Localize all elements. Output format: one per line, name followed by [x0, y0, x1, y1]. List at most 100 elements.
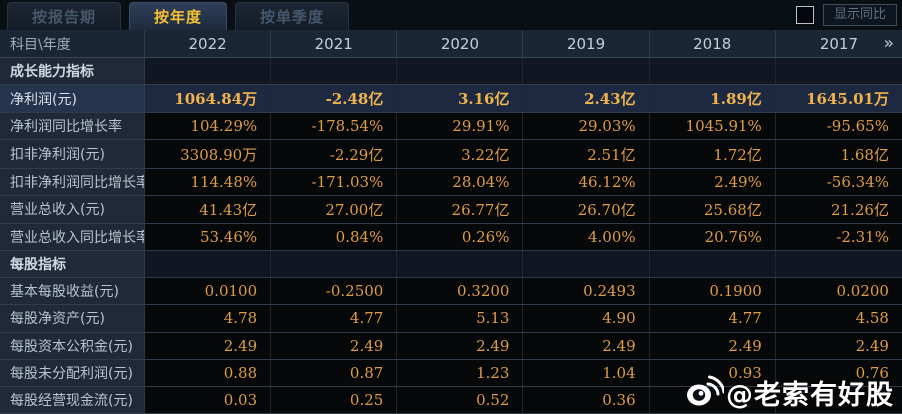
value-cell: 2.49: [397, 332, 524, 359]
value-cell: [775, 251, 902, 278]
value-cell: 0.36: [523, 386, 650, 414]
value-cell: 2.51亿: [523, 140, 650, 168]
value-cell: 27.00亿: [271, 195, 398, 223]
row-label: 每股经营现金流(元): [0, 386, 145, 414]
value-cell: 2.49: [271, 332, 398, 359]
row-label: 扣非净利润(元): [0, 140, 145, 168]
show-yoy-button[interactable]: 显示同比: [822, 4, 897, 26]
value-cell: 29.03%: [523, 113, 650, 140]
row-label: 每股指标: [0, 251, 145, 278]
value-cell: 1.72亿: [649, 140, 776, 168]
table-row: 营业总收入同比增长率 53.46% 0.84% 0.26% 4.00% 20.76% -2.…: [0, 223, 902, 252]
value-cell: 41.43亿: [145, 195, 272, 223]
table-row: 每股资本公积金(元) 2.49 2.49 2.49 2.49 2.49 2.49: [0, 332, 902, 360]
tab-report-period[interactable]: 按报告期: [7, 2, 122, 30]
value-cell: 1.89亿: [649, 85, 776, 113]
value-cell: 4.90: [523, 305, 650, 332]
value-cell: 4.78: [145, 305, 272, 332]
year-column-header: 2022: [145, 30, 272, 57]
row-label: 净利润(元): [0, 85, 145, 113]
table-row: 基本每股收益(元) 0.0100 -0.2500 0.3200 0.2493 0.1900…: [0, 278, 902, 306]
value-cell: 2.49: [649, 332, 776, 359]
value-cell: 20.76%: [649, 223, 776, 251]
value-cell: 0.84%: [271, 223, 398, 251]
table-row: 扣非净利润同比增长率 114.48% -171.03% 28.04% 46.12% 2.4…: [0, 168, 902, 196]
section-row: 成长能力指标: [0, 58, 902, 86]
value-cell: -95.65%: [775, 113, 902, 140]
value-cell: 4.77: [271, 305, 398, 332]
row-label: 扣非净利润同比增长率: [0, 168, 145, 195]
row-label: 营业总收入(元): [0, 195, 145, 223]
value-cell: 46.12%: [523, 168, 650, 195]
value-cell: [145, 251, 272, 278]
value-cell: 1.23: [397, 359, 524, 386]
value-cell: 0.26%: [397, 223, 524, 251]
value-cell: -2.48亿: [271, 85, 398, 113]
value-cell: -2.31%: [775, 223, 902, 251]
row-label: 每股净资产(元): [0, 305, 145, 332]
value-cell: [523, 251, 650, 278]
section-row: 每股指标: [0, 251, 902, 279]
value-cell: -56.34%: [775, 168, 902, 195]
value-cell: 0.0100: [145, 278, 272, 305]
value-cell: 26.70亿: [523, 195, 650, 223]
row-label: 每股未分配利润(元): [0, 359, 145, 386]
value-cell: [145, 58, 272, 85]
table-row: 营业总收入(元) 41.43亿 27.00亿 26.77亿 26.70亿 25.68亿 21…: [0, 195, 902, 224]
value-cell: 0.2493: [523, 278, 650, 305]
value-cell: 2.49%: [649, 168, 776, 195]
value-cell: -171.03%: [271, 168, 398, 195]
financial-metrics-table: 科目\年度 2022 2021 2020 2019 2018 2017» 成长能力指标 净利…: [0, 30, 902, 414]
year-column-header: 2021: [271, 30, 398, 57]
row-label: 成长能力指标: [0, 58, 145, 85]
yoy-controls: 显示同比: [795, 4, 897, 26]
value-cell: 1045.91%: [649, 113, 776, 140]
row-label: 营业总收入同比增长率: [0, 223, 145, 251]
table-row: 净利润(元) 1064.84万 -2.48亿 3.16亿 2.43亿 1.89亿 1645.…: [0, 85, 902, 114]
table-row: 扣非净利润(元) 3308.90万 -2.29亿 3.22亿 2.51亿 1.72亿 1.6…: [0, 140, 902, 169]
value-cell: 1.68亿: [775, 140, 902, 168]
value-cell: 1064.84万: [145, 85, 272, 113]
value-cell: 4.00%: [523, 223, 650, 251]
show-yoy-checkbox[interactable]: [795, 6, 814, 24]
tab-annual[interactable]: 按年度: [129, 2, 228, 30]
corner-header: 科目\年度: [0, 30, 145, 57]
row-label: 净利润同比增长率: [0, 113, 145, 140]
value-cell: 114.48%: [145, 168, 272, 195]
year-column-header: 2019: [523, 30, 650, 57]
tab-quarterly[interactable]: 按单季度: [235, 2, 350, 30]
value-cell: [271, 58, 398, 85]
value-cell: 28.04%: [397, 168, 524, 195]
value-cell: 0.25: [271, 386, 398, 414]
value-cell: [397, 58, 524, 85]
value-cell: [271, 251, 398, 278]
value-cell: 0.93: [649, 359, 776, 386]
table-row: 每股未分配利润(元) 0.88 0.87 1.23 1.04 0.93 0.76: [0, 359, 902, 387]
value-cell: 2.49: [775, 332, 902, 359]
value-cell: 2.43亿: [523, 85, 650, 113]
value-cell: 26.77亿: [397, 195, 524, 223]
table-row: 每股经营现金流(元) 0.03 0.25 0.52 0.36: [0, 386, 902, 414]
value-cell: [775, 58, 902, 85]
value-cell: 0.0200: [775, 278, 902, 305]
value-cell: 0.88: [145, 359, 272, 386]
value-cell: 25.68亿: [649, 195, 776, 223]
row-label: 基本每股收益(元): [0, 278, 145, 305]
value-cell: 5.13: [397, 305, 524, 332]
value-cell: 0.76: [775, 359, 902, 386]
table-header-row: 科目\年度 2022 2021 2020 2019 2018 2017»: [0, 30, 902, 58]
value-cell: [649, 58, 776, 85]
table-row: 净利润同比增长率 104.29% -178.54% 29.91% 29.03% 1045.…: [0, 113, 902, 141]
value-cell: [523, 58, 650, 85]
value-cell: [649, 251, 776, 278]
value-cell: 53.46%: [145, 223, 272, 251]
value-cell: 4.77: [649, 305, 776, 332]
value-cell: 29.91%: [397, 113, 524, 140]
value-cell: 1.04: [523, 359, 650, 386]
table-row: 每股净资产(元) 4.78 4.77 5.13 4.90 4.77 4.58: [0, 305, 902, 333]
value-cell: 21.26亿: [775, 195, 902, 223]
more-columns-icon[interactable]: »: [883, 33, 894, 53]
value-cell: 0.1900: [649, 278, 776, 305]
value-cell: 3.16亿: [397, 85, 524, 113]
